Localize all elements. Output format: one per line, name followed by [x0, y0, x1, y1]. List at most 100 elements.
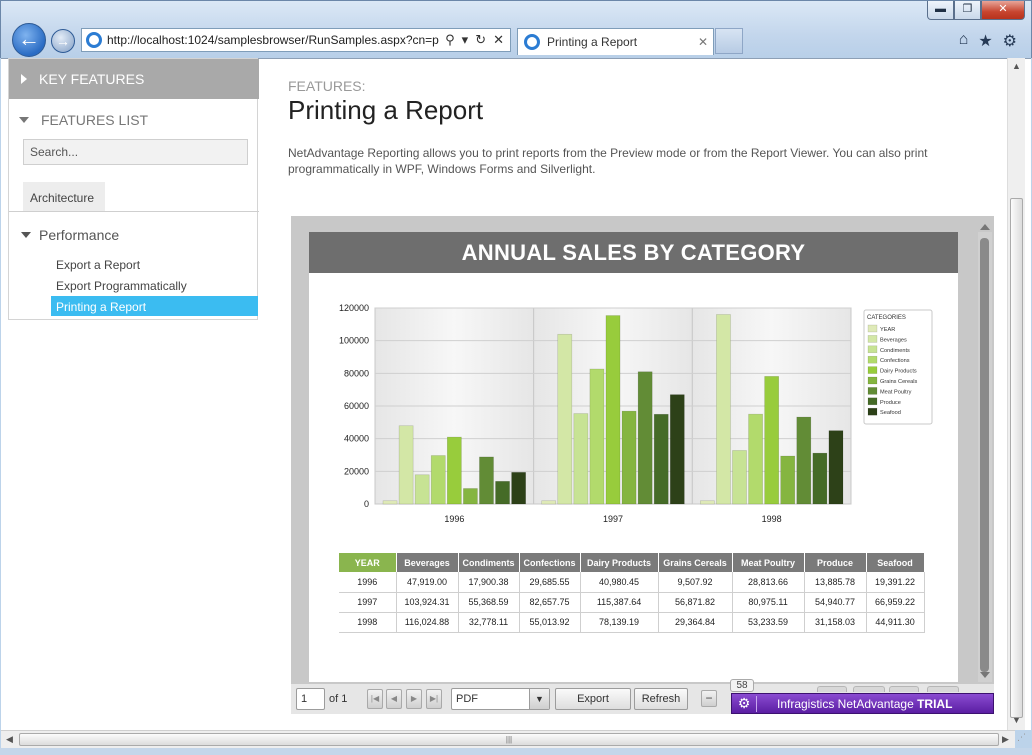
print-tool-icon[interactable] — [817, 686, 847, 692]
page-vertical-scrollbar[interactable]: ▲ ▼ — [1007, 58, 1025, 730]
refresh-button[interactable]: Refresh — [634, 688, 688, 710]
table-row: 1997 103,924.31 55,368.59 82,657.75 115,387.… — [339, 592, 925, 613]
table-header-cell: Confections — [519, 553, 581, 572]
export-format-select[interactable]: PDF ▼ — [451, 688, 550, 710]
stop-icon[interactable]: ✕ — [493, 32, 504, 47]
table-cell: 55,368.59 — [458, 592, 520, 613]
bar — [541, 500, 557, 505]
zoom-out-icon[interactable]: − — [701, 690, 717, 707]
collapse-arrow-icon — [21, 232, 31, 238]
table-cell: 1996 — [339, 572, 397, 593]
bar — [446, 436, 462, 505]
scroll-down-icon[interactable]: ▼ — [1012, 715, 1021, 725]
table-cell: 17,900.38 — [458, 572, 520, 593]
address-bar[interactable]: http://localhost:1024/samplesbrowser/Run… — [81, 28, 511, 52]
legend-swatch — [867, 345, 878, 354]
sidebar-item-export-a-report[interactable]: Export a Report — [56, 258, 141, 272]
tab-architecture[interactable]: Architecture — [23, 182, 105, 212]
table-header-cell: YEAR — [339, 553, 397, 572]
divider — [756, 696, 757, 712]
back-arrow-icon[interactable]: ← — [12, 23, 46, 57]
search-icon[interactable]: ⚲ — [445, 32, 455, 47]
scroll-left-icon[interactable]: ◀ — [6, 734, 13, 744]
legend-swatch — [867, 335, 878, 343]
help-icon[interactable] — [927, 686, 959, 692]
x-tick-label: 1998 — [762, 514, 782, 524]
minimize-button[interactable]: ▬ — [927, 1, 954, 20]
table-cell: 78,139.19 — [580, 612, 659, 633]
window-bottom-border — [0, 748, 1032, 755]
report-scroll-thumb[interactable] — [980, 238, 989, 672]
fit-page-icon[interactable] — [889, 686, 919, 692]
legend-entry: Condiments — [880, 348, 910, 354]
table-cell: 115,387.64 — [580, 592, 659, 613]
legend-swatch — [867, 366, 878, 374]
gear-icon[interactable]: ⚙ — [1002, 33, 1017, 50]
trial-brand: Infragistics NetAdvantage — [777, 697, 914, 711]
key-features-header[interactable]: KEY FEATURES — [9, 59, 259, 99]
table-header-cell: Beverages — [396, 553, 459, 572]
home-icon[interactable]: ⌂ — [958, 31, 969, 48]
scroll-up-icon[interactable]: ▲ — [1012, 61, 1021, 71]
tab-title: Printing a Report — [547, 35, 638, 49]
search-input[interactable]: Search... — [23, 139, 248, 165]
sidebar-item-export-programmatically[interactable]: Export Programmatically — [56, 279, 187, 293]
bar — [511, 472, 526, 505]
scroll-up-icon[interactable] — [980, 224, 990, 230]
report-scrollbar[interactable] — [978, 224, 992, 682]
bar — [414, 474, 430, 505]
ie-icon — [524, 34, 540, 50]
export-button[interactable]: Export — [555, 688, 631, 710]
next-page-icon[interactable]: ▶ — [406, 689, 422, 709]
close-window-button[interactable]: ✕ — [981, 1, 1025, 20]
url-text[interactable]: http://localhost:1024/samplesbrowser/Run… — [107, 33, 440, 47]
performance-group[interactable]: Performance — [21, 227, 119, 243]
bar — [430, 455, 446, 505]
table-cell: 19,391.22 — [866, 572, 925, 593]
resize-grip-icon[interactable]: ⋰ — [1017, 732, 1026, 742]
new-tab-button[interactable] — [715, 28, 743, 54]
horizontal-scroll-thumb[interactable]: ||| — [19, 733, 999, 746]
table-cell: 80,975.11 — [732, 592, 805, 613]
bar — [479, 456, 494, 505]
bar — [382, 500, 398, 505]
bar — [764, 376, 780, 505]
bar — [716, 314, 731, 505]
maximize-button[interactable]: ❐ — [954, 1, 981, 20]
dropdown-icon[interactable]: ▾ — [461, 32, 469, 47]
bar — [812, 452, 828, 505]
features-list-header[interactable]: FEATURES LIST — [19, 112, 148, 128]
scroll-down-icon[interactable] — [980, 672, 990, 678]
last-page-icon[interactable]: ▶| — [426, 689, 442, 709]
bar — [573, 413, 589, 505]
bar — [669, 394, 685, 505]
forward-arrow-icon[interactable]: → — [51, 29, 75, 53]
legend-title: CATEGORIES — [867, 315, 906, 321]
vertical-scroll-thumb[interactable] — [1010, 198, 1023, 718]
page-setup-icon[interactable] — [853, 686, 885, 692]
scroll-right-icon[interactable]: ▶ — [1002, 734, 1009, 744]
first-page-icon[interactable]: |◀ — [367, 689, 383, 709]
sidebar-item-printing-a-report[interactable]: Printing a Report — [51, 296, 258, 316]
page-horizontal-scrollbar[interactable]: ◀ ||| ▶ — [1, 730, 1015, 748]
table-cell: 29,685.55 — [519, 572, 581, 593]
window-controls: ▬ ❐ ✕ — [927, 1, 1025, 20]
table-header-cell: Dairy Products — [580, 553, 659, 572]
table-cell: 56,871.82 — [658, 592, 733, 613]
prev-page-icon[interactable]: ◀ — [386, 689, 402, 709]
star-icon[interactable]: ★ — [978, 33, 993, 50]
legend-swatch — [867, 407, 878, 416]
bar — [796, 416, 812, 505]
legend-entry: Produce — [880, 400, 901, 406]
browser-tab[interactable]: Printing a Report ✕ — [517, 28, 714, 55]
refresh-icon[interactable]: ↻ — [475, 32, 487, 47]
legend-box — [863, 309, 933, 425]
x-tick-label: 1996 — [444, 514, 464, 524]
trial-banner: ⚙ Infragistics NetAdvantage TRIAL — [731, 693, 994, 714]
chevron-down-icon[interactable]: ▼ — [529, 689, 549, 709]
gear-icon[interactable]: ⚙ — [737, 695, 751, 711]
bar — [732, 450, 747, 505]
table-cell: 1997 — [339, 592, 397, 613]
tab-close-icon[interactable]: ✕ — [697, 35, 709, 49]
page-number-input[interactable]: 1 — [296, 688, 325, 710]
